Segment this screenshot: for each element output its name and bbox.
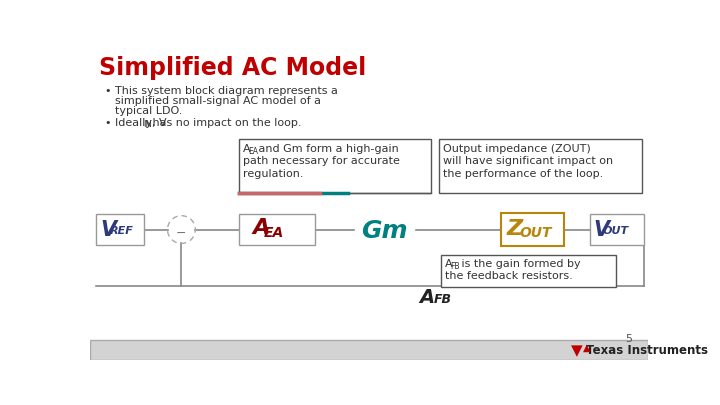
FancyBboxPatch shape xyxy=(590,214,644,245)
Text: Texas Instruments: Texas Instruments xyxy=(586,343,708,356)
Text: Ideally, V: Ideally, V xyxy=(114,118,166,128)
Text: has no impact on the loop.: has no impact on the loop. xyxy=(149,118,302,128)
Text: Z: Z xyxy=(507,219,523,239)
Text: •: • xyxy=(104,118,110,128)
Text: the performance of the loop.: the performance of the loop. xyxy=(443,169,603,179)
Text: simplified small-signal AC model of a: simplified small-signal AC model of a xyxy=(114,96,321,106)
Text: typical LDO.: typical LDO. xyxy=(114,106,182,115)
Text: 5: 5 xyxy=(626,334,632,344)
Text: A: A xyxy=(420,288,435,307)
Text: REF: REF xyxy=(109,226,133,237)
Text: Gm: Gm xyxy=(361,219,408,243)
Text: EA: EA xyxy=(248,147,258,156)
Text: IN: IN xyxy=(143,120,153,129)
Text: OUT: OUT xyxy=(519,226,552,241)
FancyBboxPatch shape xyxy=(239,139,431,193)
FancyBboxPatch shape xyxy=(500,213,564,247)
Text: A: A xyxy=(243,144,251,154)
Text: ▲: ▲ xyxy=(583,343,590,353)
FancyBboxPatch shape xyxy=(438,139,642,193)
Text: OUT: OUT xyxy=(603,226,629,237)
Text: the feedback resistors.: the feedback resistors. xyxy=(445,271,572,281)
Text: This system block diagram represents a: This system block diagram represents a xyxy=(114,85,338,96)
Text: −: − xyxy=(176,227,186,240)
Text: V: V xyxy=(100,220,116,239)
FancyBboxPatch shape xyxy=(239,214,315,245)
FancyBboxPatch shape xyxy=(96,214,144,245)
Text: regulation.: regulation. xyxy=(243,169,303,179)
Text: ▼: ▼ xyxy=(570,343,582,358)
FancyBboxPatch shape xyxy=(441,255,616,287)
Text: Simplified AC Model: Simplified AC Model xyxy=(99,56,366,80)
Text: FB: FB xyxy=(434,293,452,306)
Text: A: A xyxy=(253,218,270,238)
Text: is the gain formed by: is the gain formed by xyxy=(458,259,581,269)
Text: •: • xyxy=(104,85,110,96)
Bar xyxy=(90,340,648,360)
Text: V: V xyxy=(594,220,610,239)
Text: and Gm form a high-gain: and Gm form a high-gain xyxy=(255,144,399,154)
Text: will have significant impact on: will have significant impact on xyxy=(443,156,613,166)
Text: EA: EA xyxy=(264,226,284,241)
Text: A: A xyxy=(445,259,453,269)
Text: Output impedance (ZOUT): Output impedance (ZOUT) xyxy=(443,144,590,154)
Text: path necessary for accurate: path necessary for accurate xyxy=(243,156,400,166)
Text: FB: FB xyxy=(451,262,460,271)
